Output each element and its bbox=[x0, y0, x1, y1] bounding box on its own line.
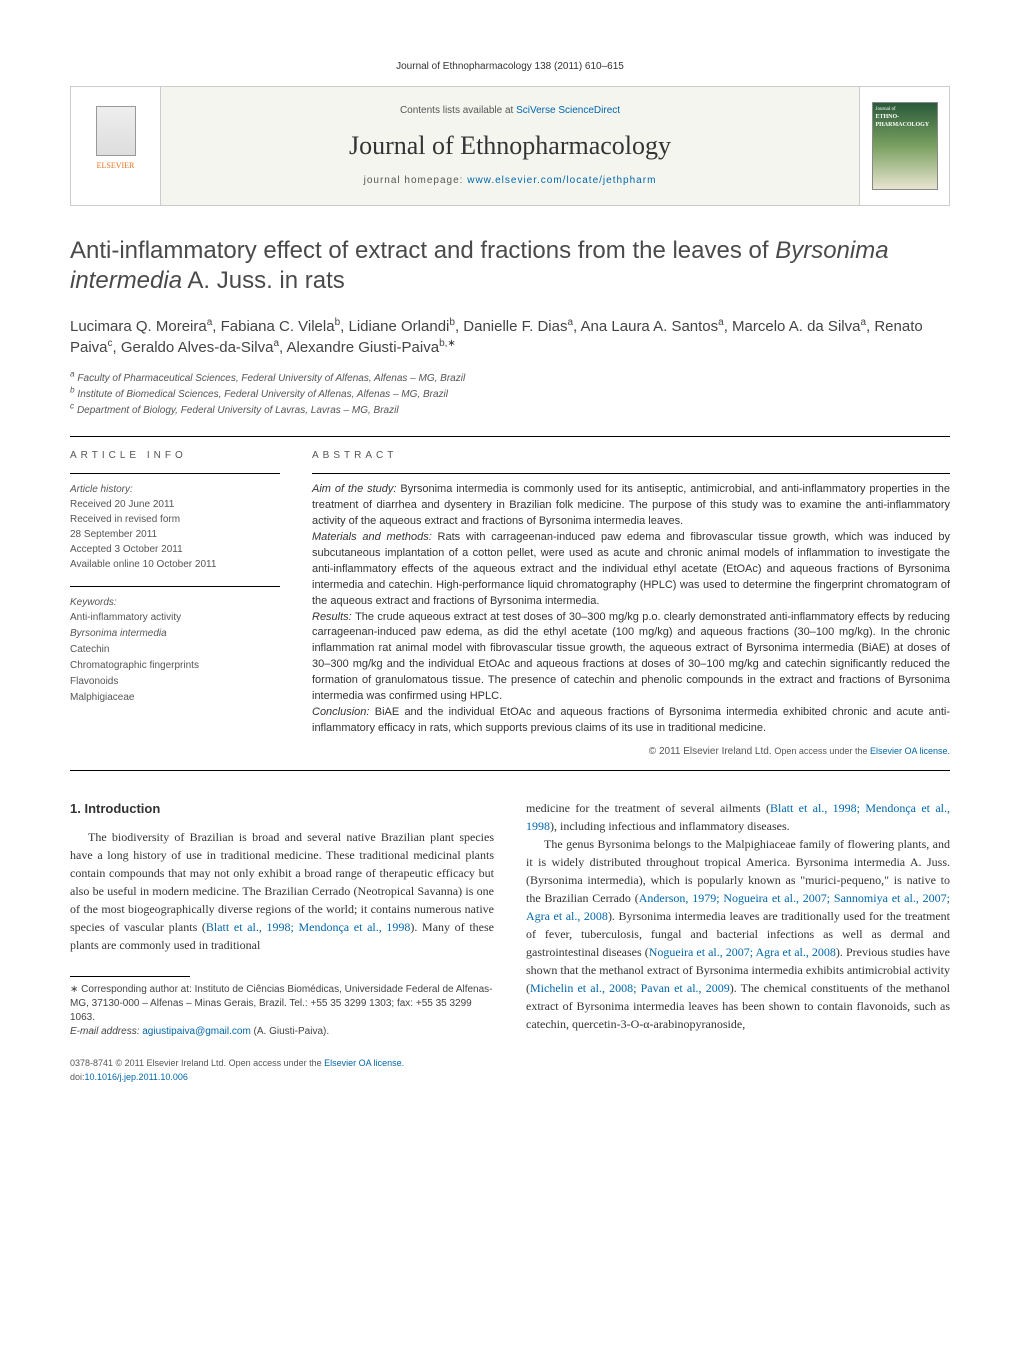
page-root: Journal of Ethnopharmacology 138 (2011) … bbox=[0, 0, 1020, 1124]
authors-list: Lucimara Q. Moreiraa, Fabiana C. Vilelab… bbox=[70, 318, 923, 356]
keyword-4: Flavonoids bbox=[70, 674, 280, 689]
history-label: Article history: bbox=[70, 482, 280, 497]
footnote-divider bbox=[70, 976, 190, 977]
abstract-text: Aim of the study: Byrsonima intermedia i… bbox=[312, 482, 950, 760]
email-link[interactable]: agiustipaiva@gmail.com bbox=[142, 1026, 251, 1037]
keyword-0: Anti-inflammatory activity bbox=[70, 610, 280, 625]
intro-p2: The genus Byrsonima belongs to the Malpi… bbox=[526, 835, 950, 1033]
cite-blatt-mendonca-1[interactable]: Blatt et al., 1998; Mendonça et al., 199… bbox=[206, 920, 411, 934]
article-info-heading: article info bbox=[70, 449, 280, 463]
abstract-heading: abstract bbox=[312, 449, 950, 463]
contents-line: Contents lists available at SciVerse Sci… bbox=[400, 104, 620, 118]
mat-lead: Materials and methods: bbox=[312, 531, 438, 543]
bottom-license-prefix: Open access under the bbox=[229, 1058, 325, 1068]
cover-box: Journal of ETHNO-PHARMACOLOGY bbox=[859, 87, 949, 205]
col2-p1-b: ), including infectious and inflammatory… bbox=[550, 819, 790, 833]
email-footnote: E-mail address: agiustipaiva@gmail.com (… bbox=[70, 1025, 494, 1039]
title-post: A. Juss. in rats bbox=[182, 267, 345, 294]
col2-p1-a: medicine for the treatment of several ai… bbox=[526, 801, 770, 815]
affiliation-b: b Institute of Biomedical Sciences, Fede… bbox=[70, 388, 950, 402]
contents-prefix: Contents lists available at bbox=[400, 105, 516, 116]
keyword-1: Byrsonima intermedia bbox=[70, 626, 280, 641]
journal-citation: Journal of Ethnopharmacology 138 (2011) … bbox=[70, 60, 950, 74]
cover-text-mid: ETHNO-PHARMACOLOGY bbox=[876, 113, 934, 130]
corresponding-star: ∗ bbox=[447, 338, 455, 349]
email-label: E-mail address: bbox=[70, 1026, 142, 1037]
keyword-3: Chromatographic fingerprints bbox=[70, 658, 280, 673]
bottom-license-link[interactable]: Elsevier OA license. bbox=[324, 1058, 404, 1068]
corr-text: Corresponding author at: Instituto de Ci… bbox=[70, 984, 493, 1023]
abstract-copyright: © 2011 Elsevier Ireland Ltd. Open access… bbox=[312, 745, 950, 760]
issn-text: 0378-8741 © 2011 Elsevier Ireland Ltd. bbox=[70, 1058, 229, 1068]
section-heading-intro: 1. Introduction bbox=[70, 799, 494, 819]
body-column-right: medicine for the treatment of several ai… bbox=[526, 799, 950, 1085]
aim-lead: Aim of the study: bbox=[312, 483, 400, 495]
authors: Lucimara Q. Moreiraa, Fabiana C. Vilelab… bbox=[70, 316, 950, 358]
aff-a-text: Faculty of Pharmaceutical Sciences, Fede… bbox=[77, 373, 465, 384]
journal-banner: ELSEVIER Contents lists available at Sci… bbox=[70, 86, 950, 206]
banner-center: Contents lists available at SciVerse Sci… bbox=[161, 87, 859, 205]
email-suffix: (A. Giusti-Paiva). bbox=[251, 1026, 329, 1037]
cite-michelin[interactable]: Michelin et al., 2008; Pavan et al., 200… bbox=[530, 981, 730, 995]
aim-text: Byrsonima intermedia is commonly used fo… bbox=[312, 483, 950, 527]
journal-cover-thumbnail: Journal of ETHNO-PHARMACOLOGY bbox=[872, 102, 938, 190]
homepage-prefix: journal homepage: bbox=[364, 175, 468, 186]
elsevier-logo: ELSEVIER bbox=[86, 106, 146, 186]
cite-nogueira[interactable]: Nogueira et al., 2007; Agra et al., 2008 bbox=[649, 945, 836, 959]
info-abstract-row: article info Article history: Received 2… bbox=[70, 449, 950, 760]
intro-p1-a: The biodiversity of Brazilian is broad a… bbox=[70, 830, 494, 934]
keywords-block: Keywords: Anti-inflammatory activity Byr… bbox=[70, 595, 280, 705]
body-column-left: 1. Introduction The biodiversity of Braz… bbox=[70, 799, 494, 1085]
info-divider bbox=[70, 473, 280, 474]
doi-link[interactable]: 10.1016/j.jep.2011.10.006 bbox=[85, 1072, 188, 1082]
article-history: Article history: Received 20 June 2011 R… bbox=[70, 482, 280, 572]
con-text: BiAE and the individual EtOAc and aqueou… bbox=[312, 706, 950, 734]
cover-text-top: Journal of bbox=[876, 106, 934, 113]
publisher-logo-box: ELSEVIER bbox=[71, 87, 161, 205]
intro-p1-cont: medicine for the treatment of several ai… bbox=[526, 799, 950, 835]
abstract-column: abstract Aim of the study: Byrsonima int… bbox=[312, 449, 950, 760]
keywords-label: Keywords: bbox=[70, 595, 280, 610]
corresponding-footnote: ∗ Corresponding author at: Instituto de … bbox=[70, 983, 494, 1025]
affiliation-c: c Department of Biology, Federal Univers… bbox=[70, 404, 950, 418]
publisher-name: ELSEVIER bbox=[97, 160, 135, 171]
history-received: Received 20 June 2011 bbox=[70, 497, 280, 512]
license-link[interactable]: Elsevier OA license. bbox=[870, 746, 950, 756]
affiliations: a a Faculty of Pharmaceutical Sciences, … bbox=[70, 372, 950, 418]
keyword-5: Malphigiaceae bbox=[70, 690, 280, 705]
keywords-divider bbox=[70, 586, 280, 587]
homepage-link[interactable]: www.elsevier.com/locate/jethpharm bbox=[467, 175, 656, 186]
history-online: Available online 10 October 2011 bbox=[70, 557, 280, 572]
history-revised-2: 28 September 2011 bbox=[70, 527, 280, 542]
intro-p1: The biodiversity of Brazilian is broad a… bbox=[70, 828, 494, 954]
aff-c-text: Department of Biology, Federal Universit… bbox=[77, 405, 399, 416]
copyright-text: © 2011 Elsevier Ireland Ltd. bbox=[649, 746, 775, 757]
article-title: Anti-inflammatory effect of extract and … bbox=[70, 236, 950, 296]
bottom-line: 0378-8741 © 2011 Elsevier Ireland Ltd. O… bbox=[70, 1057, 494, 1084]
abstract-divider bbox=[312, 473, 950, 474]
aff-b-text: Institute of Biomedical Sciences, Federa… bbox=[77, 389, 448, 400]
affiliation-a: a a Faculty of Pharmaceutical Sciences, … bbox=[70, 372, 950, 386]
body-columns: 1. Introduction The biodiversity of Braz… bbox=[70, 799, 950, 1085]
homepage-line: journal homepage: www.elsevier.com/locat… bbox=[364, 174, 657, 188]
history-revised-1: Received in revised form bbox=[70, 512, 280, 527]
res-lead: Results: bbox=[312, 611, 355, 623]
sciencedirect-link[interactable]: SciVerse ScienceDirect bbox=[516, 105, 620, 116]
footnotes: ∗ Corresponding author at: Instituto de … bbox=[70, 983, 494, 1039]
doi-label: doi: bbox=[70, 1072, 85, 1082]
article-info-column: article info Article history: Received 2… bbox=[70, 449, 280, 760]
res-text: The crude aqueous extract at test doses … bbox=[312, 611, 950, 703]
elsevier-tree-icon bbox=[96, 106, 136, 156]
history-accepted: Accepted 3 October 2011 bbox=[70, 542, 280, 557]
keyword-2: Catechin bbox=[70, 642, 280, 657]
con-lead: Conclusion: bbox=[312, 706, 375, 718]
title-pre: Anti-inflammatory effect of extract and … bbox=[70, 237, 775, 264]
license-prefix: Open access under the bbox=[774, 746, 870, 756]
journal-title: Journal of Ethnopharmacology bbox=[349, 128, 671, 164]
divider-top bbox=[70, 436, 950, 437]
divider-mid bbox=[70, 770, 950, 771]
